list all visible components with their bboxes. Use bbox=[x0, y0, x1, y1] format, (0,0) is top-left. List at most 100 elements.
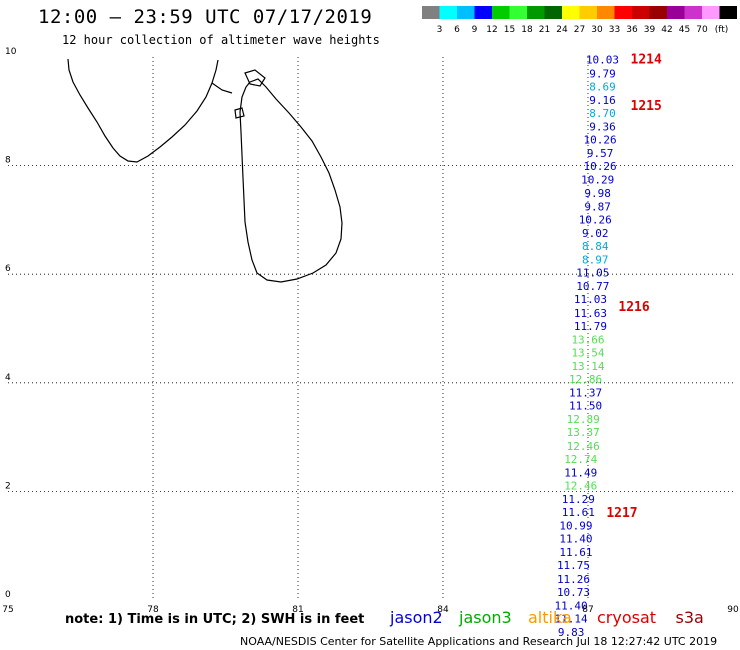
swh-value: 11.37 bbox=[569, 387, 602, 400]
swh-value: 10.77 bbox=[576, 280, 609, 293]
colorbar-tick-label: (ft) bbox=[715, 25, 729, 35]
colorbar-tick-label: 15 bbox=[504, 25, 515, 35]
swh-value: 13.54 bbox=[571, 346, 604, 359]
swh-value: 11.75 bbox=[557, 559, 590, 572]
swh-value: 8.70 bbox=[589, 107, 616, 120]
swh-value: 10.26 bbox=[579, 213, 612, 226]
swh-value: 8.84 bbox=[582, 240, 609, 253]
color-swatch bbox=[579, 6, 597, 19]
track-number-label: 1217 bbox=[606, 506, 637, 521]
color-swatch bbox=[439, 6, 457, 19]
track-number-label: 1214 bbox=[631, 53, 662, 68]
lon-tick-label: 84 bbox=[437, 605, 449, 615]
color-swatch bbox=[527, 6, 545, 19]
color-swatch bbox=[614, 6, 632, 19]
lat-tick-label: 2 bbox=[5, 481, 11, 491]
color-swatch bbox=[684, 6, 702, 19]
mannar-island bbox=[234, 107, 245, 119]
swh-value: 10.26 bbox=[584, 134, 617, 147]
swh-value: 10.29 bbox=[581, 174, 614, 187]
lon-tick-label: 75 bbox=[2, 605, 13, 615]
swh-value: 11.03 bbox=[574, 293, 607, 306]
lon-tick-label: 78 bbox=[147, 605, 159, 615]
swh-value: 11.26 bbox=[557, 573, 590, 586]
india-coastline bbox=[67, 58, 219, 163]
axis-tick-labels: 75 78 81 84 87 90 0 2 4 6 8 10 bbox=[2, 47, 739, 615]
lat-tick-label: 0 bbox=[5, 590, 11, 600]
colorbar-tick-label: 36 bbox=[626, 25, 638, 35]
color-swatch bbox=[544, 6, 562, 19]
lat-tick-label: 6 bbox=[5, 264, 11, 274]
swh-value: 11.61 bbox=[559, 546, 592, 559]
legend-jason3: jason3 bbox=[459, 608, 512, 627]
swh-value: 10.03 bbox=[586, 54, 619, 67]
colorbar-tick-label: 42 bbox=[661, 25, 672, 35]
swh-value: 12.46 bbox=[567, 440, 600, 453]
colorbar-tick-label: 45 bbox=[679, 25, 690, 35]
colorbar-tick-label: 33 bbox=[609, 25, 620, 35]
swh-value: 10.99 bbox=[559, 520, 592, 533]
lon-tick-label: 81 bbox=[292, 605, 303, 615]
swh-value: 9.57 bbox=[587, 147, 614, 160]
swh-value: 11.40 bbox=[555, 599, 588, 612]
swh-value: 9.79 bbox=[589, 67, 616, 80]
coastline-sri-lanka-india bbox=[67, 58, 343, 283]
color-swatch bbox=[597, 6, 615, 19]
swh-value: 13.66 bbox=[571, 333, 604, 346]
colorbar-tick-label: 30 bbox=[591, 25, 603, 35]
color-swatch bbox=[422, 6, 440, 19]
swh-value: 11.14 bbox=[555, 612, 588, 625]
swh-value: 11.49 bbox=[564, 466, 597, 479]
swh-value: 12.86 bbox=[569, 373, 602, 386]
color-swatch bbox=[562, 6, 580, 19]
colorbar-tick-label: 9 bbox=[472, 25, 478, 35]
colorbar-tick-label: 70 bbox=[696, 25, 708, 35]
swh-value: 9.36 bbox=[589, 121, 616, 134]
colorbar-tick-label: 39 bbox=[644, 25, 656, 35]
swh-value: 9.83 bbox=[558, 626, 585, 639]
colorbar-tick-label: 21 bbox=[539, 25, 550, 35]
color-swatch bbox=[474, 6, 492, 19]
map-subtitle: 12 hour collection of altimeter wave hei… bbox=[62, 33, 380, 47]
colorbar-tick-label: 3 bbox=[437, 25, 443, 35]
colorbar-tick-label: 18 bbox=[521, 25, 533, 35]
color-swatch bbox=[702, 6, 720, 19]
swh-value: 11.61 bbox=[562, 506, 595, 519]
track-number-label: 1216 bbox=[618, 300, 649, 315]
track-labels: 1214 1215 1216 1217 bbox=[606, 53, 662, 521]
swh-value: 9.87 bbox=[584, 200, 611, 213]
color-swatch bbox=[667, 6, 685, 19]
legend-s3a: s3a bbox=[675, 608, 704, 627]
swh-value: 12.46 bbox=[564, 479, 597, 492]
lat-tick-label: 8 bbox=[5, 156, 11, 166]
colorbar-tick-label: 6 bbox=[454, 25, 460, 35]
color-swatch bbox=[649, 6, 667, 19]
color-swatch bbox=[492, 6, 510, 19]
color-swatch bbox=[632, 6, 650, 19]
swh-value: 10.73 bbox=[557, 586, 590, 599]
swh-value: 9.16 bbox=[589, 94, 616, 107]
lat-tick-label: 10 bbox=[5, 47, 17, 57]
swh-value: 13.37 bbox=[567, 426, 600, 439]
swh-value: 11.63 bbox=[574, 307, 607, 320]
jaffna-peninsula bbox=[244, 69, 266, 87]
legend-cryosat: cryosat bbox=[597, 608, 657, 627]
swh-value: 9.02 bbox=[582, 227, 609, 240]
legend-jason2: jason2 bbox=[390, 608, 443, 627]
color-swatch bbox=[509, 6, 527, 19]
color-swatch bbox=[719, 6, 737, 19]
colorbar-tick-label: 24 bbox=[556, 25, 568, 35]
sri-lanka-coastline bbox=[239, 78, 343, 283]
swh-value: 8.97 bbox=[582, 254, 609, 267]
color-swatch bbox=[457, 6, 475, 19]
swh-value: 10.26 bbox=[584, 160, 617, 173]
swh-value: 12.74 bbox=[564, 453, 597, 466]
swh-value: 11.50 bbox=[569, 400, 602, 413]
swh-value: 12.89 bbox=[567, 413, 600, 426]
swh-value: 11.40 bbox=[559, 533, 592, 546]
lon-tick-label: 90 bbox=[727, 605, 739, 615]
colorbar-tick-label: 27 bbox=[574, 25, 585, 35]
credit-footer: NOAA/NESDIS Center for Satellite Applica… bbox=[240, 635, 718, 648]
units-note: note: 1) Time is in UTC; 2) SWH is in fe… bbox=[65, 612, 365, 627]
india-coast-inlet bbox=[211, 82, 233, 94]
